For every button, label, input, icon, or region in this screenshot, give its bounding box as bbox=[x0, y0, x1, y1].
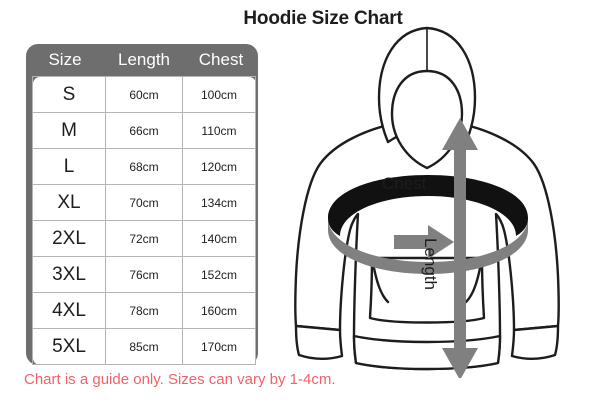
cell-length: 72cm bbox=[105, 220, 183, 257]
cell-chest: 170cm bbox=[182, 328, 256, 365]
cell-chest: 152cm bbox=[182, 256, 256, 293]
chest-measure-label: Chest bbox=[382, 174, 427, 193]
cell-size: 2XL bbox=[32, 220, 106, 257]
cell-length: 60cm bbox=[105, 76, 183, 113]
table-row: 2XL 72cm 140cm bbox=[32, 220, 256, 257]
cell-length: 70cm bbox=[105, 184, 183, 221]
cell-size: L bbox=[32, 148, 106, 185]
cell-length: 76cm bbox=[105, 256, 183, 293]
cell-chest: 110cm bbox=[182, 112, 256, 149]
footer-note: Chart is a guide only. Sizes can vary by… bbox=[24, 371, 336, 388]
cell-chest: 120cm bbox=[182, 148, 256, 185]
cell-size: XL bbox=[32, 184, 106, 221]
cell-length: 78cm bbox=[105, 292, 183, 329]
cell-chest: 100cm bbox=[182, 76, 256, 113]
size-table-body: S 60cm 100cm M 66cm 110cm L 68cm 120cm X… bbox=[32, 76, 256, 365]
table-row: M 66cm 110cm bbox=[32, 112, 256, 149]
length-measure-label: Length bbox=[421, 238, 440, 290]
table-row: L 68cm 120cm bbox=[32, 148, 256, 185]
cell-size: S bbox=[32, 76, 106, 113]
cell-length: 68cm bbox=[105, 148, 183, 185]
table-row: S 60cm 100cm bbox=[32, 76, 256, 113]
size-table-frame: Size Length Chest S 60cm 100cm M 66cm 11… bbox=[26, 44, 258, 365]
page-title: Hoodie Size Chart bbox=[243, 8, 403, 29]
cell-chest: 160cm bbox=[182, 292, 256, 329]
length-measure-arrow bbox=[442, 118, 478, 378]
table-row: 5XL 85cm 170cm bbox=[32, 328, 256, 365]
cell-size: M bbox=[32, 112, 106, 149]
chest-measure-band bbox=[328, 175, 528, 274]
table-header-row: Size Length Chest bbox=[26, 44, 258, 76]
hoodie-illustration bbox=[276, 18, 600, 378]
table-row: 4XL 78cm 160cm bbox=[32, 292, 256, 329]
hoodie-body-icon bbox=[294, 26, 560, 371]
table-row: XL 70cm 134cm bbox=[32, 184, 256, 221]
cell-length: 66cm bbox=[105, 112, 183, 149]
size-table-head: Size Length Chest bbox=[26, 44, 258, 76]
size-table-body-wrapper: S 60cm 100cm M 66cm 110cm L 68cm 120cm X… bbox=[32, 76, 256, 365]
table-row: 3XL 76cm 152cm bbox=[32, 256, 256, 293]
cell-size: 4XL bbox=[32, 292, 106, 329]
cell-chest: 140cm bbox=[182, 220, 256, 257]
size-table: Size Length Chest bbox=[26, 44, 258, 76]
column-header-chest: Chest bbox=[198, 50, 244, 69]
cell-length: 85cm bbox=[105, 328, 183, 365]
cell-chest: 134cm bbox=[182, 184, 256, 221]
cell-size: 5XL bbox=[32, 328, 106, 365]
column-header-size: Size bbox=[48, 50, 82, 69]
column-header-length: Length bbox=[118, 50, 170, 69]
cell-size: 3XL bbox=[32, 256, 106, 293]
